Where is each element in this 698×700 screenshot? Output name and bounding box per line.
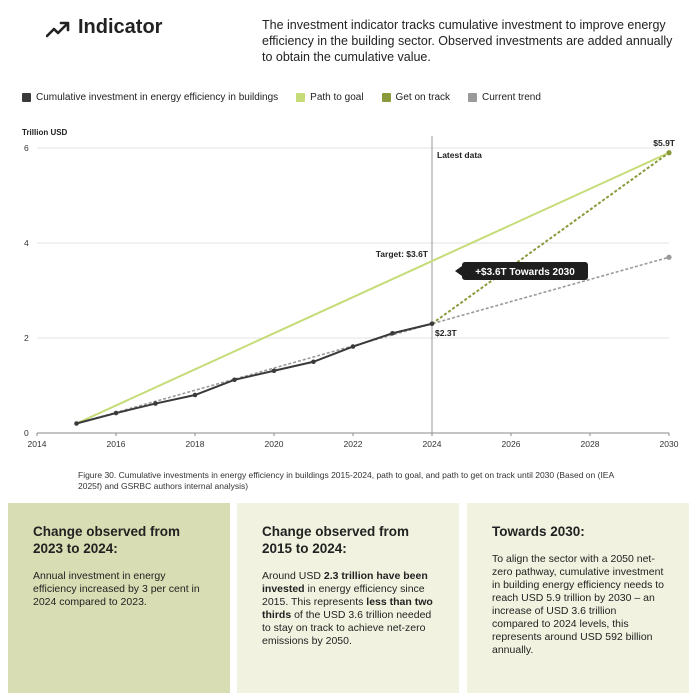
series-line-get-on-track: [431, 151, 670, 325]
data-point-cumulative: [271, 368, 277, 374]
y-tick-label: 6: [24, 143, 29, 153]
x-tick-label: 2016: [107, 439, 126, 449]
data-point-cumulative: [113, 410, 119, 416]
info-box-title: Change observed from 2023 to 2024:: [33, 524, 181, 556]
legend-item-get-on-track: Get on track: [381, 92, 451, 103]
y-tick-label: 4: [24, 238, 29, 248]
data-point-cumulative: [232, 377, 237, 383]
chart-legend: Cumulative investment in energy efficien…: [22, 92, 541, 103]
info-box-towards-2030: Towards 2030: To align the sector with a…: [467, 503, 689, 693]
latest-data-label: Latest data: [437, 150, 482, 160]
data-point-cumulative: [192, 392, 198, 398]
legend-swatch-current-trend: [468, 93, 478, 102]
legend-label: Current trend: [482, 92, 541, 103]
body-text: Around USD: [262, 570, 324, 582]
trending-up-icon: [46, 21, 70, 38]
x-tick-label: 2022: [344, 439, 363, 449]
legend-item-cumulative: Cumulative investment in energy efficien…: [22, 92, 278, 103]
page-title: Indicator: [78, 16, 163, 38]
x-tick-label: 2028: [581, 439, 600, 449]
legend-item-path-to-goal: Path to goal: [296, 92, 364, 103]
legend-swatch-cumulative: [22, 93, 31, 102]
body-text: of the USD 3.6 trillion needed to stay o…: [262, 609, 432, 647]
legend-label: Get on track: [395, 92, 451, 103]
legend-label: Path to goal: [310, 92, 364, 103]
data-point-cumulative: [311, 359, 316, 365]
callout-label: +$3.6T Towards 2030: [475, 267, 575, 278]
investment-line-chart: Trillion USD 0 2 4 6 2014 2016 2018 2020 2022 2024…: [22, 128, 679, 449]
series-line-path-to-goal: [76, 151, 670, 425]
y-tick-label: 2: [24, 333, 29, 343]
info-box-title: Change observed from 2015 to 2024:: [262, 524, 410, 556]
legend-label: Cumulative investment in energy efficien…: [36, 92, 279, 103]
info-box-2023-2024: Change observed from 2023 to 2024: Annua…: [8, 503, 230, 693]
x-tick-label: 2026: [502, 439, 521, 449]
body-text: in energy efficiency since 2015. This re…: [262, 583, 425, 608]
indicator-description: The investment indicator tracks cumulati…: [262, 18, 673, 64]
body-text-bold: less than two thirds: [262, 596, 433, 621]
data-point-cumulative: [390, 330, 395, 336]
legend-swatch-get-on-track: [381, 93, 391, 102]
legend-item-current-trend: Current trend: [468, 92, 541, 103]
x-tick-label: 2030: [660, 439, 679, 449]
y-axis-label: Trillion USD: [22, 128, 68, 137]
current-value-label: $2.3T: [435, 328, 458, 338]
y-tick-label: 0: [24, 428, 29, 438]
x-tick-label: 2014: [28, 439, 47, 449]
info-box-body: To align the sector with a 2050 net-zero…: [492, 553, 665, 656]
data-point-current-trend-2030: [666, 254, 672, 260]
data-point-cumulative: [429, 321, 435, 327]
x-tick-label: 2020: [265, 439, 284, 449]
figure-caption: Figure 30. Cumulative investments in ene…: [78, 470, 614, 491]
info-box-body: Annual investment in energy efficiency i…: [33, 570, 200, 608]
info-box-title: Towards 2030:: [492, 524, 585, 539]
target-label: Target: $3.6T: [376, 249, 429, 259]
legend-swatch-path-to-goal: [296, 93, 306, 102]
body-text-bold: 2.3 trillion have been invested: [262, 570, 428, 595]
end-value-label: $5.9T: [653, 138, 676, 148]
callout-pointer: [455, 266, 462, 276]
data-point-cumulative: [350, 344, 356, 349]
data-point-get-on-track-2030: [666, 150, 672, 156]
info-box-body: Around USD 2.3 trillion have been invest…: [262, 570, 435, 648]
info-box-2015-2024: Change observed from 2015 to 2024: Aroun…: [237, 503, 459, 693]
data-point-cumulative: [74, 421, 79, 426]
x-tick-label: 2018: [186, 439, 205, 449]
series-line-cumulative-investment: [76, 322, 433, 425]
callout-box: [462, 262, 588, 280]
data-point-cumulative: [153, 401, 158, 406]
x-tick-label: 2024: [423, 439, 442, 449]
